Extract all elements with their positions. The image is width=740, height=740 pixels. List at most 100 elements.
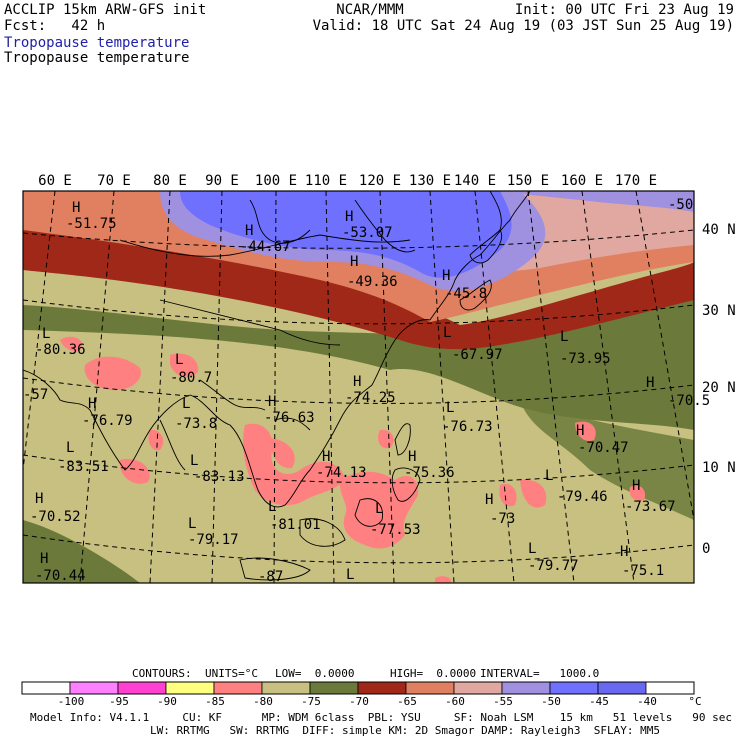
colorbar-unit: °C — [688, 695, 701, 708]
contours-units: UNITS=°C — [205, 667, 258, 680]
extremum-value: -75.1 — [622, 563, 664, 579]
extremum-marker: L — [446, 400, 454, 416]
colorbar-tick-label: -90 — [157, 695, 177, 708]
extremum-marker: L — [375, 501, 383, 517]
extremum-marker: L — [190, 453, 198, 469]
colorbar-tick-label: -75 — [301, 695, 321, 708]
lat-label: 0 — [702, 541, 710, 557]
extrema-labels: H -51.75 H -44.67 H -53.07 H -49.36 H -4… — [23, 197, 710, 585]
extremum-marker: L — [545, 468, 553, 484]
contour-field-title: Tropopause temperature — [4, 50, 190, 66]
extremum-marker: H — [40, 551, 48, 567]
extremum-marker: H — [350, 254, 358, 270]
extremum-marker: H — [646, 375, 654, 391]
colorbar-tick-label: -85 — [205, 695, 225, 708]
colorbar-frame — [21, 681, 695, 695]
coastlines — [23, 191, 531, 581]
extremum-value: -76.63 — [264, 410, 315, 426]
lon-label: 70 E — [97, 173, 131, 189]
extremum-marker: H — [353, 374, 361, 390]
extremum-marker: L — [528, 541, 536, 557]
extremum-value: -70.44 — [35, 568, 86, 584]
lon-label: 90 E — [205, 173, 239, 189]
extremum-value: -73.8 — [175, 416, 217, 432]
model-title: ACCLIP 15km ARW-GFS init — [4, 2, 207, 18]
extremum-marker: H — [35, 491, 43, 507]
lon-label: 150 E — [507, 173, 549, 189]
extremum-value: -57 — [23, 387, 48, 403]
extremum-marker: L — [268, 499, 276, 515]
forecast-hour: Fcst: 42 h — [4, 18, 106, 34]
colorbar-swatch — [309, 681, 359, 695]
lon-label: 160 E — [561, 173, 603, 189]
colored-field-title: Tropopause temperature — [4, 35, 190, 51]
graticule — [23, 191, 694, 583]
extremum-marker: L — [175, 352, 183, 368]
contours-interval: INTERVAL= 1000.0 — [480, 667, 600, 680]
model-info: Model Info: V4.1.1 CU: KF MP: WDM 6class… — [30, 711, 732, 724]
extremum-value: -79.46 — [557, 489, 608, 505]
extremum-marker: H — [245, 223, 253, 239]
contours-high: HIGH= 0.0000 — [390, 667, 477, 680]
colorbar-swatch — [597, 681, 647, 695]
lon-label: 60 E — [38, 173, 72, 189]
extremum-marker: H — [442, 268, 450, 284]
lon-label: 100 E — [255, 173, 297, 189]
contours-label: CONTOURS: — [132, 667, 192, 680]
map-frame — [22, 190, 695, 584]
extremum-marker: H — [88, 396, 96, 412]
field-band-lavender — [500, 191, 694, 212]
extremum-value: -83.51 — [58, 459, 109, 475]
extremum-value: -80.36 — [35, 342, 86, 358]
extremum-marker: H — [632, 478, 640, 494]
lat-label: 40 N — [702, 222, 736, 238]
lon-label: 110 E — [305, 173, 347, 189]
colorbar-swatch — [117, 681, 167, 695]
colorbar-tick-label: -55 — [493, 695, 513, 708]
colorbar-swatch — [213, 681, 263, 695]
extremum-marker: H — [268, 394, 276, 410]
lon-label: 80 E — [153, 173, 187, 189]
extremum-value: -76.73 — [442, 419, 493, 435]
extremum-value: -87 — [258, 569, 283, 585]
lon-label: 120 E — [359, 173, 401, 189]
lat-label: 20 N — [702, 380, 736, 396]
extremum-value: -73 — [490, 511, 515, 527]
model-physics: LW: RRTMG SW: RRTMG DIFF: simple KM: 2D … — [150, 724, 660, 737]
colorbar-swatch — [261, 681, 311, 695]
extremum-value: -79.77 — [528, 558, 579, 574]
lat-label: 10 N — [702, 460, 736, 476]
colorbar-tick-label: -95 — [109, 695, 129, 708]
field-band-blue — [180, 191, 512, 278]
extremum-marker: L — [182, 396, 190, 412]
extremum-marker: H — [408, 449, 416, 465]
extremum-value: -49.36 — [347, 274, 398, 290]
contours-low: LOW= 0.0000 — [275, 667, 355, 680]
extremum-value: -79.17 — [188, 532, 239, 548]
lon-label: 130 E — [409, 173, 451, 189]
field-band-darkred — [23, 226, 694, 350]
extremum-value: -53.07 — [342, 225, 393, 241]
extremum-value: -45.8 — [445, 286, 487, 302]
field-band-olive — [23, 520, 140, 583]
field-band-olive — [23, 285, 694, 430]
colorbar-swatch — [21, 681, 71, 695]
extremum-marker: L — [443, 325, 451, 341]
colorbar-tick-label: -40 — [637, 695, 657, 708]
colorbar-swatch — [549, 681, 599, 695]
field-pink-patches — [60, 336, 646, 583]
extremum-value: -51.75 — [66, 216, 117, 232]
extremum-marker: H — [576, 423, 584, 439]
extremum-value: -73.95 — [560, 351, 611, 367]
extremum-value: -70.47 — [578, 440, 629, 456]
extremum-value: -67.97 — [452, 347, 503, 363]
extremum-marker: H — [322, 449, 330, 465]
lon-label: 140 E — [454, 173, 496, 189]
extremum-marker-value: -44.67 — [240, 239, 291, 255]
colorbar-tick-label: -65 — [397, 695, 417, 708]
colorbar-tick-label: -60 — [445, 695, 465, 708]
init-time: Init: 00 UTC Fri 23 Aug 19 — [514, 2, 734, 18]
extremum-marker: H — [72, 200, 80, 216]
extremum-value: -81.01 — [270, 517, 321, 533]
